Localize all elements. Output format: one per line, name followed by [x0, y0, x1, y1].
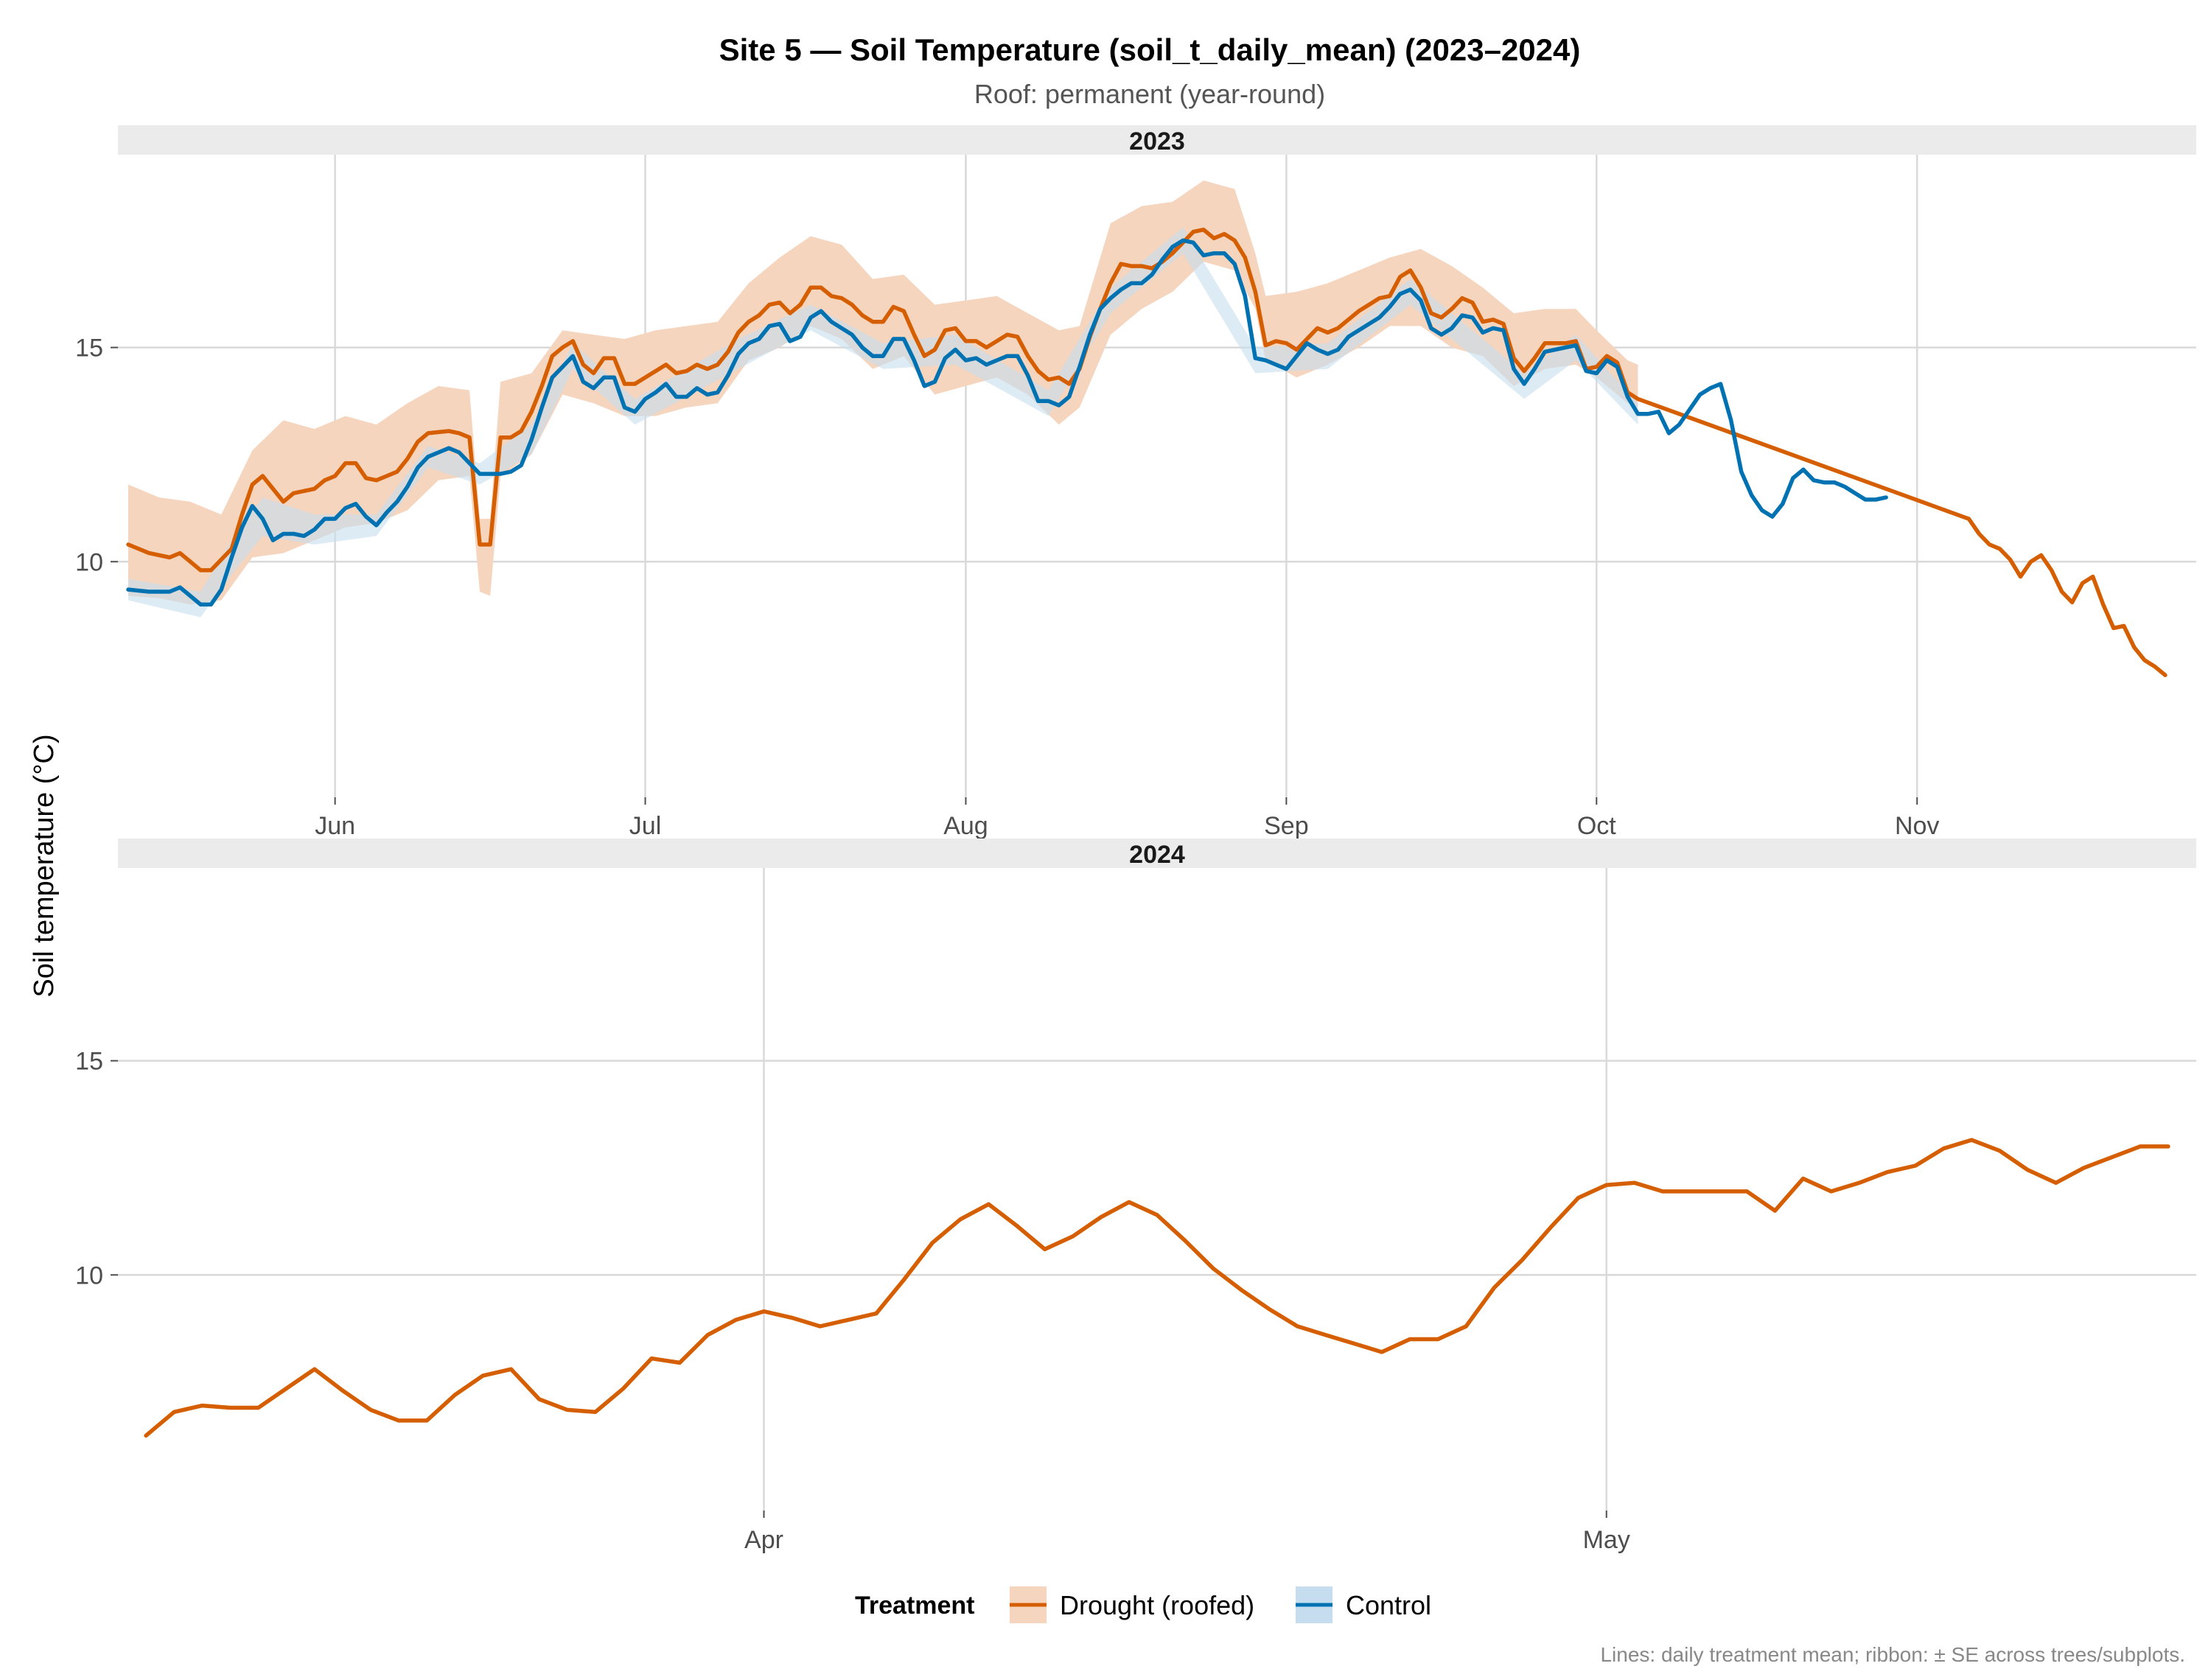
- x-tick-label-sep: Sep: [1264, 812, 1309, 840]
- x-tick-label-jul: Jul: [629, 812, 661, 840]
- x-tick-label-jun: Jun: [315, 812, 355, 840]
- strip-2024-label: 2024: [1129, 841, 1185, 869]
- y-axis-label: Soil temperature (°C): [29, 734, 60, 997]
- series-line-control-2023: [126, 238, 1888, 607]
- x-axis-2023: Jun Jul Aug Sep Oct Nov: [315, 797, 1939, 840]
- grid-2024: [118, 868, 2196, 1511]
- ribbons-2023: [128, 180, 1638, 617]
- legend-title: Treatment: [855, 1592, 975, 1620]
- panel-2023: 2023 Jun Jul Aug Sep Oct Nov 10 15: [75, 125, 2196, 840]
- panel-2024: 2024 Apr May 10 15: [75, 839, 2196, 1554]
- strip-2023-background: [118, 125, 2196, 155]
- lines-2023: [126, 227, 2168, 678]
- legend-label-control: Control: [1346, 1590, 1431, 1620]
- caption: Lines: daily treatment mean; ribbon: ± S…: [1600, 1643, 2185, 1666]
- x-tick-label-aug: Aug: [943, 812, 988, 840]
- y-axis-2024: 10 15: [75, 1048, 118, 1289]
- legend-item-control: Control: [1296, 1586, 1431, 1623]
- ribbon-drought-2023: [128, 180, 1638, 605]
- y-tick-label-15: 15: [75, 1048, 103, 1076]
- strip-2024-background: [118, 839, 2196, 868]
- y-tick-label-10: 10: [75, 1261, 103, 1289]
- legend-item-drought: Drought (roofed): [1010, 1586, 1254, 1623]
- x-tick-label-nov: Nov: [1895, 812, 1939, 840]
- x-tick-label-may: May: [1583, 1526, 1630, 1554]
- x-tick-label-apr: Apr: [744, 1526, 783, 1554]
- lines-2024: [144, 1138, 2170, 1438]
- x-tick-label-oct: Oct: [1577, 812, 1616, 840]
- y-axis-2023: 10 15: [75, 335, 118, 576]
- chart-title: Site 5 — Soil Temperature (soil_t_daily_…: [719, 32, 1581, 67]
- series-line-drought-2024: [144, 1138, 2170, 1438]
- y-tick-label-15: 15: [75, 335, 103, 363]
- legend-label-drought: Drought (roofed): [1060, 1590, 1254, 1620]
- series-line-drought-2023: [126, 227, 2168, 678]
- x-axis-2024: Apr May: [744, 1511, 1630, 1554]
- strip-2023-label: 2023: [1129, 127, 1185, 155]
- legend: Treatment Drought (roofed) Control: [855, 1586, 1431, 1623]
- y-tick-label-10: 10: [75, 548, 103, 576]
- chart-subtitle: Roof: permanent (year-round): [974, 79, 1325, 109]
- grid-2023: [118, 155, 2196, 797]
